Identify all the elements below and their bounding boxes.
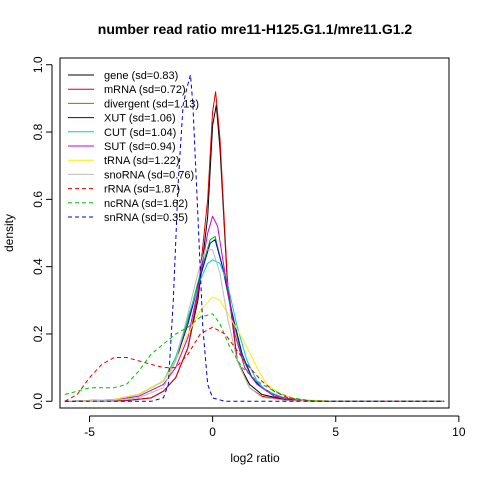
axes-layer: -5 0 5 10 0.0 0.2 0.4 0.6 0.8 1.0 [31, 56, 466, 439]
chart-title: number read ratio mre11-H125.G1.1/mre11.… [98, 21, 413, 37]
series-line-10 [64, 74, 445, 402]
series-line-8 [64, 326, 445, 402]
legend-label-5: SUT (sd=0.94) [104, 141, 176, 153]
legend-label-4: CUT (sd=1.04) [104, 127, 176, 139]
y-tick-label: 0.6 [31, 191, 45, 208]
x-tick-label: 0 [209, 425, 216, 439]
legend-label-9: ncRNA (sd=1.62) [104, 198, 188, 210]
series-layer [64, 74, 445, 402]
x-tick-label: 10 [452, 425, 466, 439]
series-line-5 [64, 215, 445, 402]
legend-label-0: gene (sd=0.83) [104, 70, 178, 82]
y-tick-label: 0.8 [31, 123, 45, 140]
legend-label-6: tRNA (sd=1.22) [104, 155, 180, 167]
plot-frame [59, 57, 450, 409]
legend-label-8: rRNA (sd=1.87) [104, 184, 180, 196]
legend-label-7: snoRNA (sd=0.76) [104, 169, 194, 181]
legend-label-3: XUT (sd=1.06) [104, 113, 176, 125]
legend: gene (sd=0.83) mRNA (sd=0.72) divergent (s… [68, 70, 199, 224]
series-line-1 [64, 91, 445, 402]
y-tick-label: 0.4 [31, 258, 45, 275]
series-line-9 [64, 313, 445, 402]
legend-label-1: mRNA (sd=0.72) [104, 84, 186, 96]
y-tick-label: 0.2 [31, 325, 45, 342]
y-tick-label: 0.0 [31, 393, 45, 410]
x-tick-label: -5 [84, 425, 95, 439]
legend-label-2: divergent (sd=1.13) [104, 98, 199, 110]
y-axis-label: density [2, 214, 16, 252]
legend-label-10: snRNA (sd=0.35) [104, 212, 188, 224]
x-axis-label: log2 ratio [230, 451, 280, 465]
y-tick-label: 1.0 [31, 56, 45, 73]
x-tick-label: 5 [332, 425, 339, 439]
series-line-7 [64, 249, 445, 402]
